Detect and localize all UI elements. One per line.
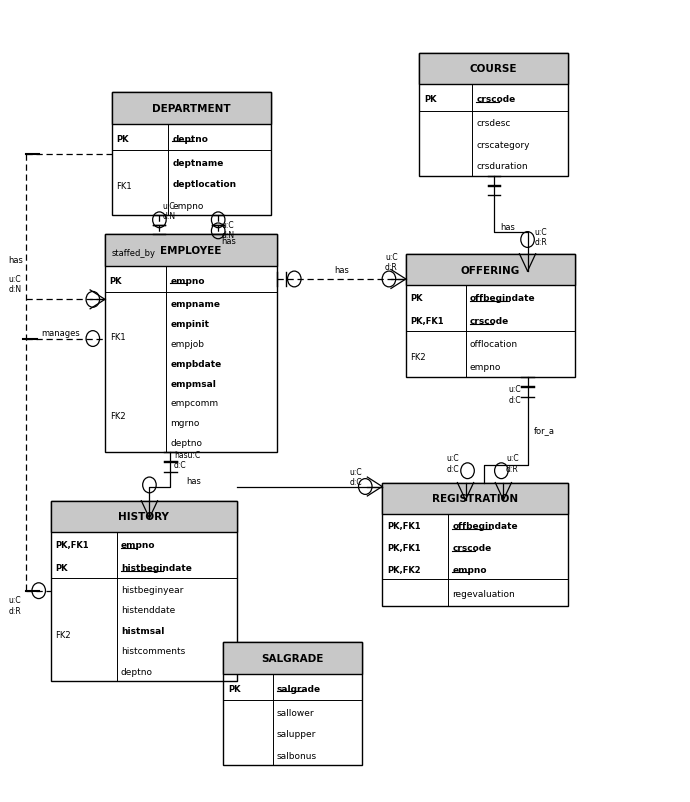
Text: REGISTRATION: REGISTRATION (432, 494, 518, 504)
Text: empno: empno (470, 363, 502, 371)
Text: FK1: FK1 (117, 182, 132, 191)
Bar (51, 501, 237, 533)
Text: FK2: FK2 (110, 412, 126, 421)
Text: FK2: FK2 (411, 352, 426, 361)
Text: sallower: sallower (277, 708, 314, 717)
Text: empno: empno (172, 201, 204, 211)
Bar (224, 642, 362, 765)
Text: PK: PK (424, 95, 437, 104)
Text: salbonus: salbonus (277, 751, 317, 760)
Text: PK: PK (228, 684, 241, 693)
Text: PK,FK1: PK,FK1 (411, 317, 444, 326)
Text: has: has (221, 237, 237, 245)
Text: HISTORY: HISTORY (119, 512, 169, 522)
Text: deptno: deptno (172, 135, 208, 144)
Text: empno: empno (170, 277, 205, 286)
Text: PK,FK1: PK,FK1 (387, 544, 420, 553)
Text: offbegindate: offbegindate (470, 294, 535, 303)
Text: offlocation: offlocation (470, 340, 518, 349)
Bar (382, 483, 568, 606)
Bar (224, 642, 362, 674)
Text: crscode: crscode (470, 317, 509, 326)
Text: u:C
d:R: u:C d:R (534, 228, 547, 247)
Text: PK,FK1: PK,FK1 (387, 522, 420, 531)
Text: empno: empno (121, 541, 155, 549)
Text: deptlocation: deptlocation (172, 180, 237, 189)
Bar (406, 254, 575, 378)
Bar (420, 54, 568, 85)
Bar (112, 93, 270, 216)
Bar (406, 254, 575, 378)
Text: crsduration: crsduration (476, 162, 528, 171)
Text: histbeginyear: histbeginyear (121, 585, 184, 594)
Text: histbegindate: histbegindate (121, 564, 192, 573)
Text: EMPLOYEE: EMPLOYEE (161, 245, 222, 256)
Text: u:C
d:C: u:C d:C (349, 467, 362, 486)
Bar (51, 501, 237, 681)
Bar (112, 93, 270, 124)
Text: mgrno: mgrno (170, 419, 199, 428)
Text: for_a: for_a (534, 426, 555, 435)
Text: u:C
d:N: u:C d:N (8, 274, 21, 294)
Bar (105, 235, 277, 452)
Text: PK: PK (117, 135, 129, 144)
Text: PK,FK2: PK,FK2 (387, 565, 420, 574)
Text: PK,FK1: PK,FK1 (56, 541, 89, 549)
Text: has: has (8, 256, 23, 265)
Text: empjob: empjob (170, 339, 204, 348)
Text: u:C
d:C: u:C d:C (446, 454, 459, 473)
Bar (420, 54, 568, 176)
Text: has: has (186, 476, 201, 485)
Text: PK: PK (411, 294, 423, 303)
Text: empbdate: empbdate (170, 359, 221, 368)
Bar (382, 483, 568, 515)
Text: salgrade: salgrade (277, 684, 321, 693)
Text: has: has (500, 223, 515, 232)
Text: empno: empno (452, 565, 486, 574)
Bar (420, 54, 568, 176)
Text: crscode: crscode (476, 95, 515, 104)
Text: OFFERING: OFFERING (461, 265, 520, 275)
Text: SALGRADE: SALGRADE (262, 653, 324, 663)
Text: deptname: deptname (172, 159, 224, 168)
Text: deptno: deptno (121, 667, 153, 676)
Text: manages: manages (41, 328, 79, 338)
Bar (224, 642, 362, 765)
Text: u:C
d:R: u:C d:R (385, 253, 397, 272)
Bar (105, 235, 277, 452)
Text: empcomm: empcomm (170, 399, 218, 408)
Text: crsdesc: crsdesc (476, 119, 511, 128)
Text: empname: empname (170, 299, 220, 309)
Text: has: has (334, 265, 349, 274)
Text: u:C
d:C: u:C d:C (508, 385, 521, 404)
Bar (406, 254, 575, 286)
Text: salupper: salupper (277, 729, 316, 739)
Text: regevaluation: regevaluation (452, 589, 515, 598)
Text: empinit: empinit (170, 319, 209, 328)
Text: u:C
d:R: u:C d:R (8, 595, 21, 615)
Bar (105, 235, 277, 266)
Bar (382, 483, 568, 606)
Text: histcomments: histcomments (121, 646, 185, 655)
Text: u:C
d:R: u:C d:R (506, 454, 519, 473)
Text: u:C
d:N: u:C d:N (221, 221, 235, 240)
Text: empmsal: empmsal (170, 379, 216, 388)
Text: crscode: crscode (452, 544, 491, 553)
Text: PK: PK (110, 277, 122, 286)
Text: crscategory: crscategory (476, 140, 530, 150)
Text: DEPARTMENT: DEPARTMENT (152, 103, 230, 114)
Text: hasu:C
d:C: hasu:C d:C (174, 451, 200, 470)
Text: histmsal: histmsal (121, 626, 164, 635)
Text: FK1: FK1 (110, 332, 126, 342)
Text: offbegindate: offbegindate (452, 522, 518, 531)
Bar (112, 93, 270, 216)
Bar (51, 501, 237, 681)
Text: histenddate: histenddate (121, 606, 175, 614)
Text: FK2: FK2 (56, 630, 71, 639)
Text: staffed_by: staffed_by (112, 249, 156, 257)
Text: u:C
d:N: u:C d:N (163, 201, 176, 221)
Text: COURSE: COURSE (470, 64, 518, 75)
Text: PK: PK (56, 564, 68, 573)
Text: deptno: deptno (170, 439, 202, 448)
